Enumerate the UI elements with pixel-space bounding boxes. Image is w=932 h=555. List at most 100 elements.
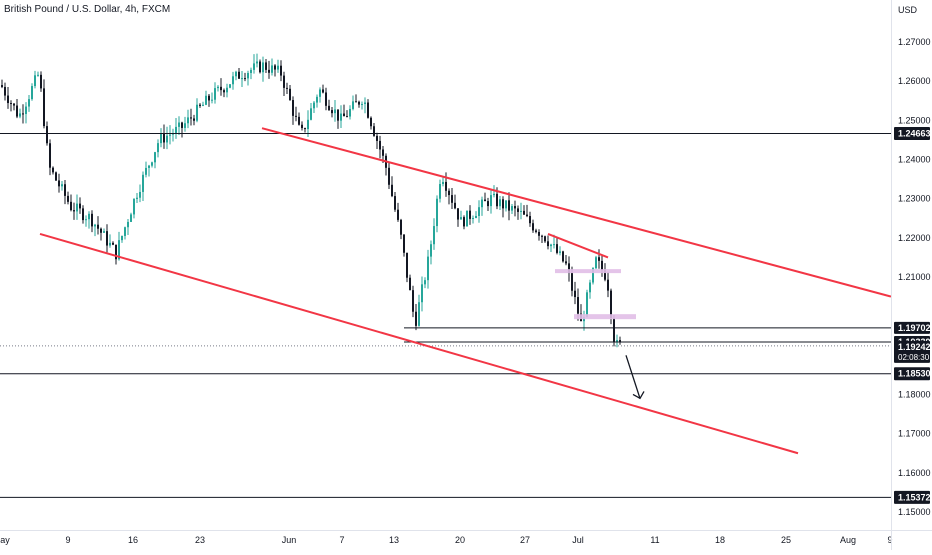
candle-body [475,216,477,218]
candle-body [214,88,216,100]
countdown-label: 02:08:30 [898,353,930,362]
currency-label: USD [898,5,918,15]
candle-body [121,235,123,241]
candle-body [589,282,591,293]
candle-body [34,75,36,87]
candle-body [355,101,357,103]
time-tick-label: 7 [339,535,344,545]
candle-body [265,62,267,70]
candle-body [229,84,231,88]
projection-arrow-head [632,391,645,400]
last-price-badge: 1.19242 [898,342,931,352]
candle-body [526,214,528,217]
candle-body [610,290,612,319]
candle-body [310,108,312,120]
candle-body [253,63,255,70]
candle-body [106,231,108,246]
price-axis-labels: USD 1.27000 1.26000 1.25000 1.24000 1.23000 1.… [898,5,931,517]
time-tick-label: 18 [715,535,725,545]
level-badge-bg [894,490,930,504]
last-price-badge-bg [894,340,930,363]
level-badge-bg [894,321,930,334]
time-tick-label: Jun [282,535,297,545]
candle-body [574,290,576,298]
candle-body [394,196,396,210]
candle-body [619,340,621,342]
time-tick-label: ay [0,535,10,545]
candle-body [178,122,180,127]
candle-body [367,102,369,118]
time-tick-label: 9 [65,535,70,545]
candle-body [220,86,222,91]
candle-body [76,203,78,212]
candle-body [46,126,48,144]
channel-line [261,127,892,298]
candle-body [343,113,345,117]
level-badge: 1.19702 [898,323,931,333]
candle-body [316,96,318,103]
candle-body [472,217,474,219]
candle-body [334,109,336,114]
candle-body [238,71,240,79]
candle-body [241,78,243,80]
supply-zone [574,314,636,320]
candle-body [79,203,81,209]
price-tick-label: 1.27000 [898,37,931,47]
candle-body [436,198,438,227]
candle-body [604,270,606,280]
short-trendline [547,232,609,259]
candle-body [103,231,105,233]
candle-body [145,167,147,175]
candle-body [82,208,84,221]
candle-body [124,227,126,236]
candle-body [409,277,411,291]
candle-body [397,209,399,220]
level-badge: 1.18530 [898,369,931,379]
candle-body [193,118,195,121]
candle-body [184,123,186,128]
candle-body [271,65,273,73]
candle-body [535,230,537,232]
time-tick-label: 13 [389,535,399,545]
candle-body [319,89,321,97]
candle-body [91,213,93,227]
candle-body [292,100,294,116]
candle-body [607,279,609,291]
candle-body [112,242,114,245]
candle-body [4,86,6,96]
candle-body [370,117,372,127]
candle-body [151,162,153,166]
candle-body [277,65,279,70]
candle-body [469,210,471,219]
candle-body [85,219,87,221]
candle-body [67,195,69,202]
candle-body [235,71,237,77]
price-tick-label: 1.16000 [898,468,931,478]
candle-body [49,143,51,168]
candle-body [328,105,330,111]
channel-line [39,232,799,455]
candle-body [40,74,42,89]
candle-body [337,109,339,121]
price-tick-label: 1.18000 [898,390,931,400]
candle-body [136,197,138,199]
candle-body [376,135,378,141]
candle-body [109,242,111,246]
symbol-title: British Pound / U.S. Dollar, 4h, FXCM [4,4,171,15]
candle-body [223,90,225,93]
candle-body [550,244,552,247]
candle-body [43,88,45,127]
candle-body [313,102,315,109]
candle-body [7,95,9,104]
candle-body [250,69,252,73]
candle-body [163,133,165,143]
candle-body [562,251,564,262]
time-tick-label: Jul [572,535,584,545]
candle-body [100,228,102,233]
candle-body [25,106,27,114]
candle-body [520,210,522,212]
candle-body [169,134,171,136]
candle-body [1,85,3,87]
